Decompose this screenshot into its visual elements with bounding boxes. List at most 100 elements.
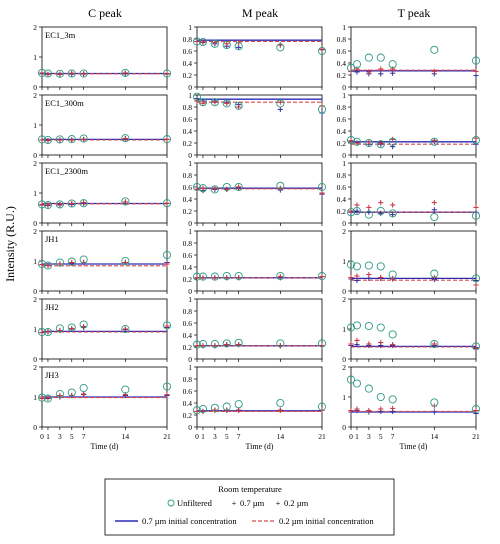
y-tick-label: 0	[33, 151, 37, 160]
point-0.2um	[164, 70, 170, 77]
panel-frame	[350, 94, 477, 156]
point-0.2um	[473, 68, 479, 74]
point-0.2um	[277, 274, 283, 280]
point-0.2um	[57, 137, 63, 143]
point-unfiltered	[162, 250, 172, 260]
point-unfiltered	[198, 37, 208, 47]
point-0.2um	[348, 208, 354, 214]
panel-frame	[350, 230, 477, 292]
point-unfiltered	[388, 137, 397, 146]
y-tick-label: 0	[188, 423, 192, 432]
y-tick-label: 0.6	[183, 115, 193, 124]
point-unfiltered	[234, 42, 243, 51]
point-0.2um	[164, 392, 170, 398]
point-unfiltered	[430, 398, 439, 407]
point-unfiltered	[67, 323, 76, 332]
panel-frame	[41, 230, 168, 292]
point-0.2um	[431, 138, 437, 144]
legend-label-unfiltered: Unfiltered	[177, 498, 213, 508]
legend-marker-02: +	[276, 498, 281, 508]
y-tick-label: 0.6	[183, 319, 193, 328]
point-unfiltered	[352, 262, 362, 271]
point-unfiltered	[43, 135, 53, 145]
site-label: JH1	[45, 234, 59, 244]
point-unfiltered	[430, 212, 439, 222]
x-tick-label: 14	[122, 432, 130, 441]
y-tick-label: 0.6	[337, 115, 347, 124]
x-tick-label: 0	[349, 432, 353, 441]
point-0.2um	[212, 99, 218, 105]
legend-label-07: 0.7 µm	[240, 498, 265, 508]
point-0.2um	[277, 185, 283, 191]
site-label: JH3	[45, 370, 59, 380]
y-tick-label: 0.6	[183, 47, 193, 56]
point-unfiltered	[376, 262, 385, 271]
y-tick-label: 1	[188, 23, 192, 32]
point-unfiltered	[37, 68, 47, 77]
point-unfiltered	[222, 40, 231, 50]
legend: Room temperature Unfiltered + 0.7 µm + 0…	[104, 478, 395, 536]
y-tick-label: 2	[33, 227, 37, 236]
point-unfiltered	[346, 323, 356, 332]
point-0.7um	[431, 207, 437, 213]
point-0.2um	[194, 408, 200, 414]
y-tick-label: 0.8	[337, 35, 347, 44]
point-0.2um	[431, 200, 437, 206]
point-unfiltered	[192, 406, 202, 415]
point-0.2um	[236, 184, 242, 190]
y-tick-label: 1	[33, 325, 37, 334]
y-tick-label: 1	[342, 23, 346, 32]
point-0.2um	[224, 342, 230, 348]
x-axis-label: Time (d)	[91, 442, 119, 451]
x-tick-label: 1	[46, 432, 50, 441]
y-tick-label: 1	[342, 257, 346, 266]
y-tick-label: 0.2	[183, 207, 193, 216]
y-tick-label: 1	[342, 325, 346, 334]
point-0.2um	[194, 98, 200, 104]
panel-frame	[196, 26, 323, 88]
point-unfiltered	[162, 321, 172, 330]
x-tick-label: 5	[70, 432, 74, 441]
x-tick-label: 21	[163, 432, 171, 441]
y-tick-label: 1	[188, 159, 192, 168]
point-0.2um	[224, 186, 230, 192]
y-tick-label: 0	[188, 287, 192, 296]
point-unfiltered	[364, 138, 373, 148]
point-0.2um	[348, 274, 354, 281]
point-unfiltered	[67, 388, 76, 397]
point-unfiltered	[192, 182, 202, 192]
y-tick-label: 1	[33, 393, 37, 402]
point-unfiltered	[210, 339, 219, 349]
x-tick-label: 0	[40, 432, 44, 441]
x-axis-label: Time (d)	[400, 442, 428, 451]
point-unfiltered	[162, 135, 172, 144]
point-unfiltered	[352, 60, 362, 69]
point-unfiltered	[37, 200, 47, 209]
point-0.2um	[81, 136, 87, 142]
point-unfiltered	[192, 92, 202, 101]
point-unfiltered	[376, 392, 385, 402]
y-tick-label: 0.4	[337, 127, 347, 136]
point-0.2um	[277, 343, 283, 349]
column-title-t: T peak	[398, 6, 431, 20]
point-unfiltered	[67, 257, 76, 266]
point-0.2um	[390, 342, 396, 348]
point-unfiltered	[222, 182, 231, 192]
y-tick-label: 0	[33, 287, 37, 296]
point-unfiltered	[79, 134, 88, 143]
panel-frame	[350, 366, 477, 428]
point-unfiltered	[376, 323, 385, 332]
point-unfiltered	[210, 98, 219, 107]
y-tick-label: 0	[342, 219, 346, 228]
point-unfiltered	[376, 140, 385, 149]
panel-frame	[196, 298, 323, 360]
point-unfiltered	[346, 135, 356, 145]
point-unfiltered	[430, 137, 439, 146]
point-unfiltered	[276, 99, 285, 108]
point-0.2um	[212, 40, 218, 46]
point-unfiltered	[55, 135, 64, 144]
point-0.2um	[45, 328, 51, 334]
point-unfiltered	[121, 134, 130, 143]
y-tick-label: 0.8	[183, 103, 193, 112]
